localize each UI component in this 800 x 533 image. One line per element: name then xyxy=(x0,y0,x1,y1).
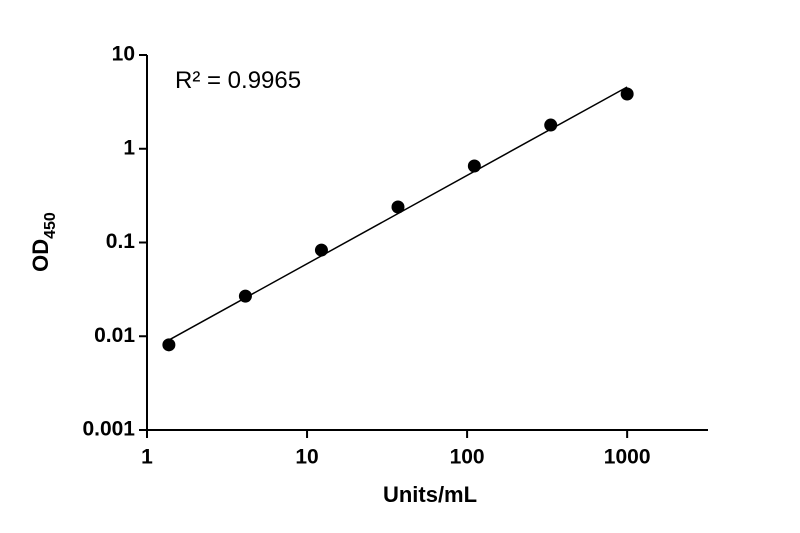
y-tick-label: 1 xyxy=(123,136,135,159)
data-point xyxy=(391,200,405,214)
x-tick-label: 10 xyxy=(295,446,318,469)
y-label-subscript: 450 xyxy=(42,212,59,239)
y-tick-label: 0.001 xyxy=(82,418,135,441)
data-point xyxy=(467,159,481,173)
x-axis-label: Units/mL xyxy=(383,482,477,507)
y-tick-label: 0.01 xyxy=(94,324,135,347)
x-tick-label: 1 xyxy=(141,446,153,469)
annotation: R² = 0.9965 xyxy=(175,67,301,94)
y-tick-label: 0.1 xyxy=(106,230,136,253)
data-point xyxy=(544,118,558,132)
data-point xyxy=(314,243,328,257)
y-axis-label: OD450 xyxy=(28,212,59,272)
fit-line xyxy=(168,86,628,341)
x-tick-label: 1000 xyxy=(604,446,651,469)
data-point xyxy=(238,289,252,303)
x-tick-label: 100 xyxy=(450,446,485,469)
y-label-main: OD xyxy=(28,239,53,272)
data-point xyxy=(620,87,634,101)
y-tick-label: 10 xyxy=(112,43,135,66)
data-point xyxy=(162,338,176,352)
